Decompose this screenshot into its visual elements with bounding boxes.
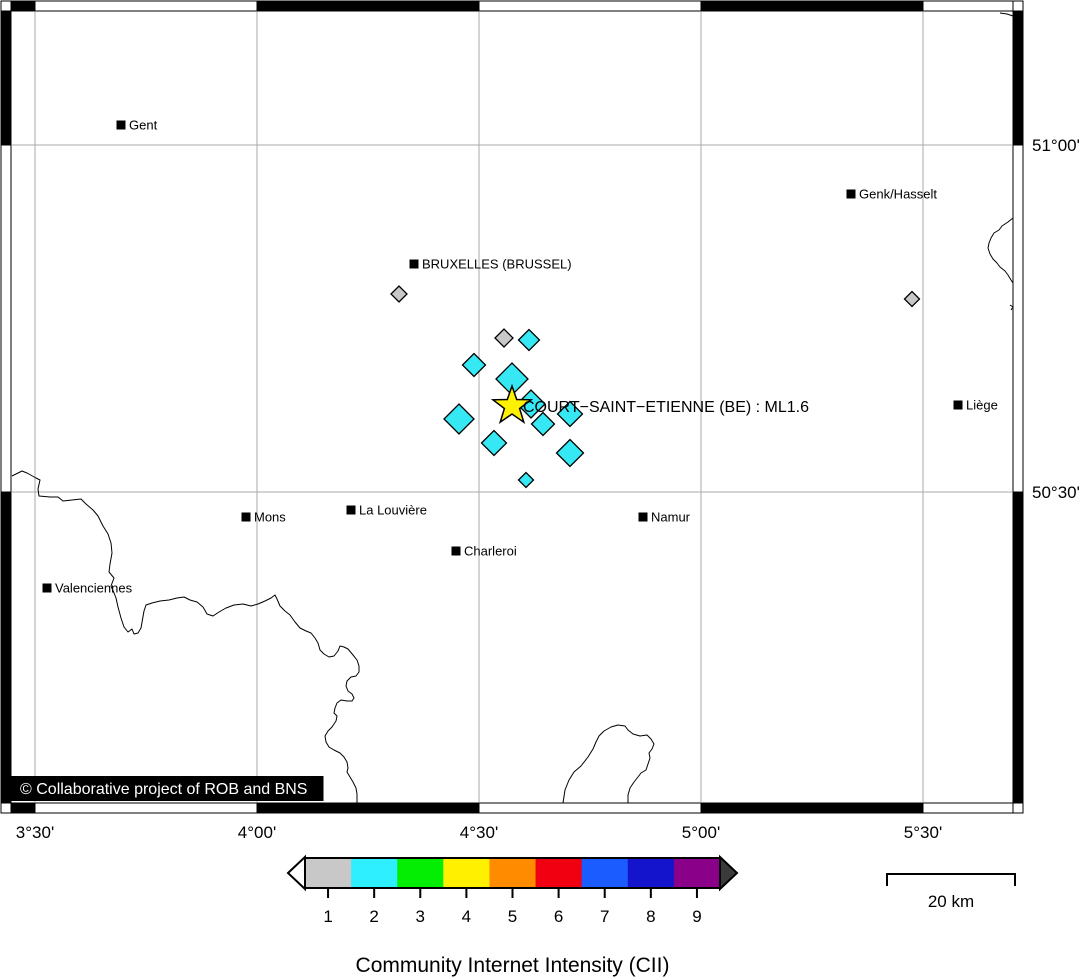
colorbar-segment [443, 858, 490, 888]
city-label: Genk/Hasselt [859, 187, 937, 202]
city-label: Charleroi [464, 544, 517, 559]
country-border [999, 12, 1014, 17]
colorbar-tick-label: 2 [369, 907, 378, 926]
colorbar-tick-label: 6 [554, 907, 563, 926]
longitude-label: 4°30' [460, 823, 498, 842]
frame-band-bottom [10, 802, 36, 814]
city-label: Namur [651, 510, 691, 525]
colorbar-segment [627, 858, 675, 888]
city-label: Mons [254, 510, 286, 525]
longitude-label: 5°00' [682, 823, 720, 842]
city-marker [451, 546, 461, 556]
frame-corner [0, 0, 12, 12]
city-label: Valenciennes [55, 581, 133, 596]
latitude-label: 50°30' [1032, 483, 1080, 502]
frame-band-bottom [922, 802, 1014, 814]
longitude-label: 5°30' [904, 823, 942, 842]
city-marker [638, 512, 648, 522]
colorbar-tick-label: 7 [600, 907, 609, 926]
city-marker [346, 505, 356, 515]
city-label: Gent [129, 118, 158, 133]
frame-band-right [1012, 10, 1024, 146]
city-marker [42, 583, 52, 593]
intensity-observation-diamond [480, 429, 508, 457]
city-marker [846, 189, 856, 199]
colorbar-tick-label: 8 [646, 907, 655, 926]
scale-bar [886, 873, 1016, 886]
frame-corner [0, 802, 12, 814]
city-label: BRUXELLES (BRUSSEL) [422, 257, 572, 272]
intensity-observation-diamond [530, 411, 556, 437]
colorbar-segment [397, 858, 444, 888]
frame-band-bottom [700, 802, 924, 814]
city-marker [953, 400, 963, 410]
frame-band-top [700, 0, 924, 12]
frame-band-top [256, 0, 480, 12]
city-label: Liège [966, 398, 998, 413]
frame-corner [1012, 0, 1024, 12]
latitude-label: 51°00' [1032, 136, 1080, 155]
city-marker [241, 512, 251, 522]
intensity-observation-diamond [517, 471, 535, 489]
colorbar-tick-label: 9 [692, 907, 701, 926]
colorbar-segment [489, 858, 537, 888]
intensity-observation-diamond [555, 438, 585, 468]
intensity-observation-diamond [390, 285, 408, 303]
city-marker [116, 120, 126, 130]
frame-band-bottom [478, 802, 702, 814]
colorbar-segment [351, 858, 398, 888]
frame-band-top [922, 0, 1014, 12]
intensity-observation-diamond [903, 290, 921, 308]
colorbar-tick-label: 5 [508, 907, 517, 926]
colorbar-tick-label: 1 [323, 907, 332, 926]
frame-band-right [1012, 144, 1024, 493]
intensity-observation-diamond [443, 403, 475, 435]
frame-band-top [34, 0, 258, 12]
city-label: La Louvière [359, 503, 427, 518]
colorbar-segment [305, 858, 352, 888]
frame-band-left [0, 491, 12, 804]
epicenter-label: COURT−SAINT−ETIENNE (BE) : ML1.6 [523, 399, 809, 416]
frame-band-left [0, 10, 12, 146]
intensity-observation-diamond [517, 328, 541, 352]
colorbar-segment [581, 858, 629, 888]
country-border [987, 217, 1014, 284]
country-border [562, 724, 655, 804]
frame-band-right [1012, 491, 1024, 804]
epicenter-star [490, 383, 534, 425]
copyright-label: © Collaborative project of ROB and BNS [20, 781, 307, 798]
intensity-observation-diamond [556, 400, 584, 428]
frame-band-bottom [256, 802, 480, 814]
longitude-label: 3°30' [16, 823, 54, 842]
intensity-observation-diamond [461, 352, 487, 378]
colorbar-title: Community Internet Intensity (CII) [356, 954, 670, 977]
colorbar-segment [673, 858, 721, 888]
city-marker [409, 259, 419, 269]
scale-bar-label: 20 km [928, 892, 974, 911]
frame-band-bottom [34, 802, 258, 814]
colorbar-tick-label: 4 [462, 907, 471, 926]
colorbar-left-arrow [286, 854, 306, 892]
longitude-label: 4°00' [238, 823, 276, 842]
colorbar-tick-label: 3 [416, 907, 425, 926]
colorbar-right-arrow [719, 854, 739, 892]
intensity-observation-diamond [495, 362, 529, 396]
intensity-observation-diamond [516, 389, 546, 419]
intensity-observation-diamond [494, 328, 514, 348]
copyright-box [11, 776, 324, 801]
frame-band-left [0, 144, 12, 493]
frame-corner [1012, 802, 1024, 814]
frame-band-top [10, 0, 36, 12]
frame-band-top [478, 0, 702, 12]
country-border [11, 470, 360, 803]
colorbar-segment [535, 858, 583, 888]
